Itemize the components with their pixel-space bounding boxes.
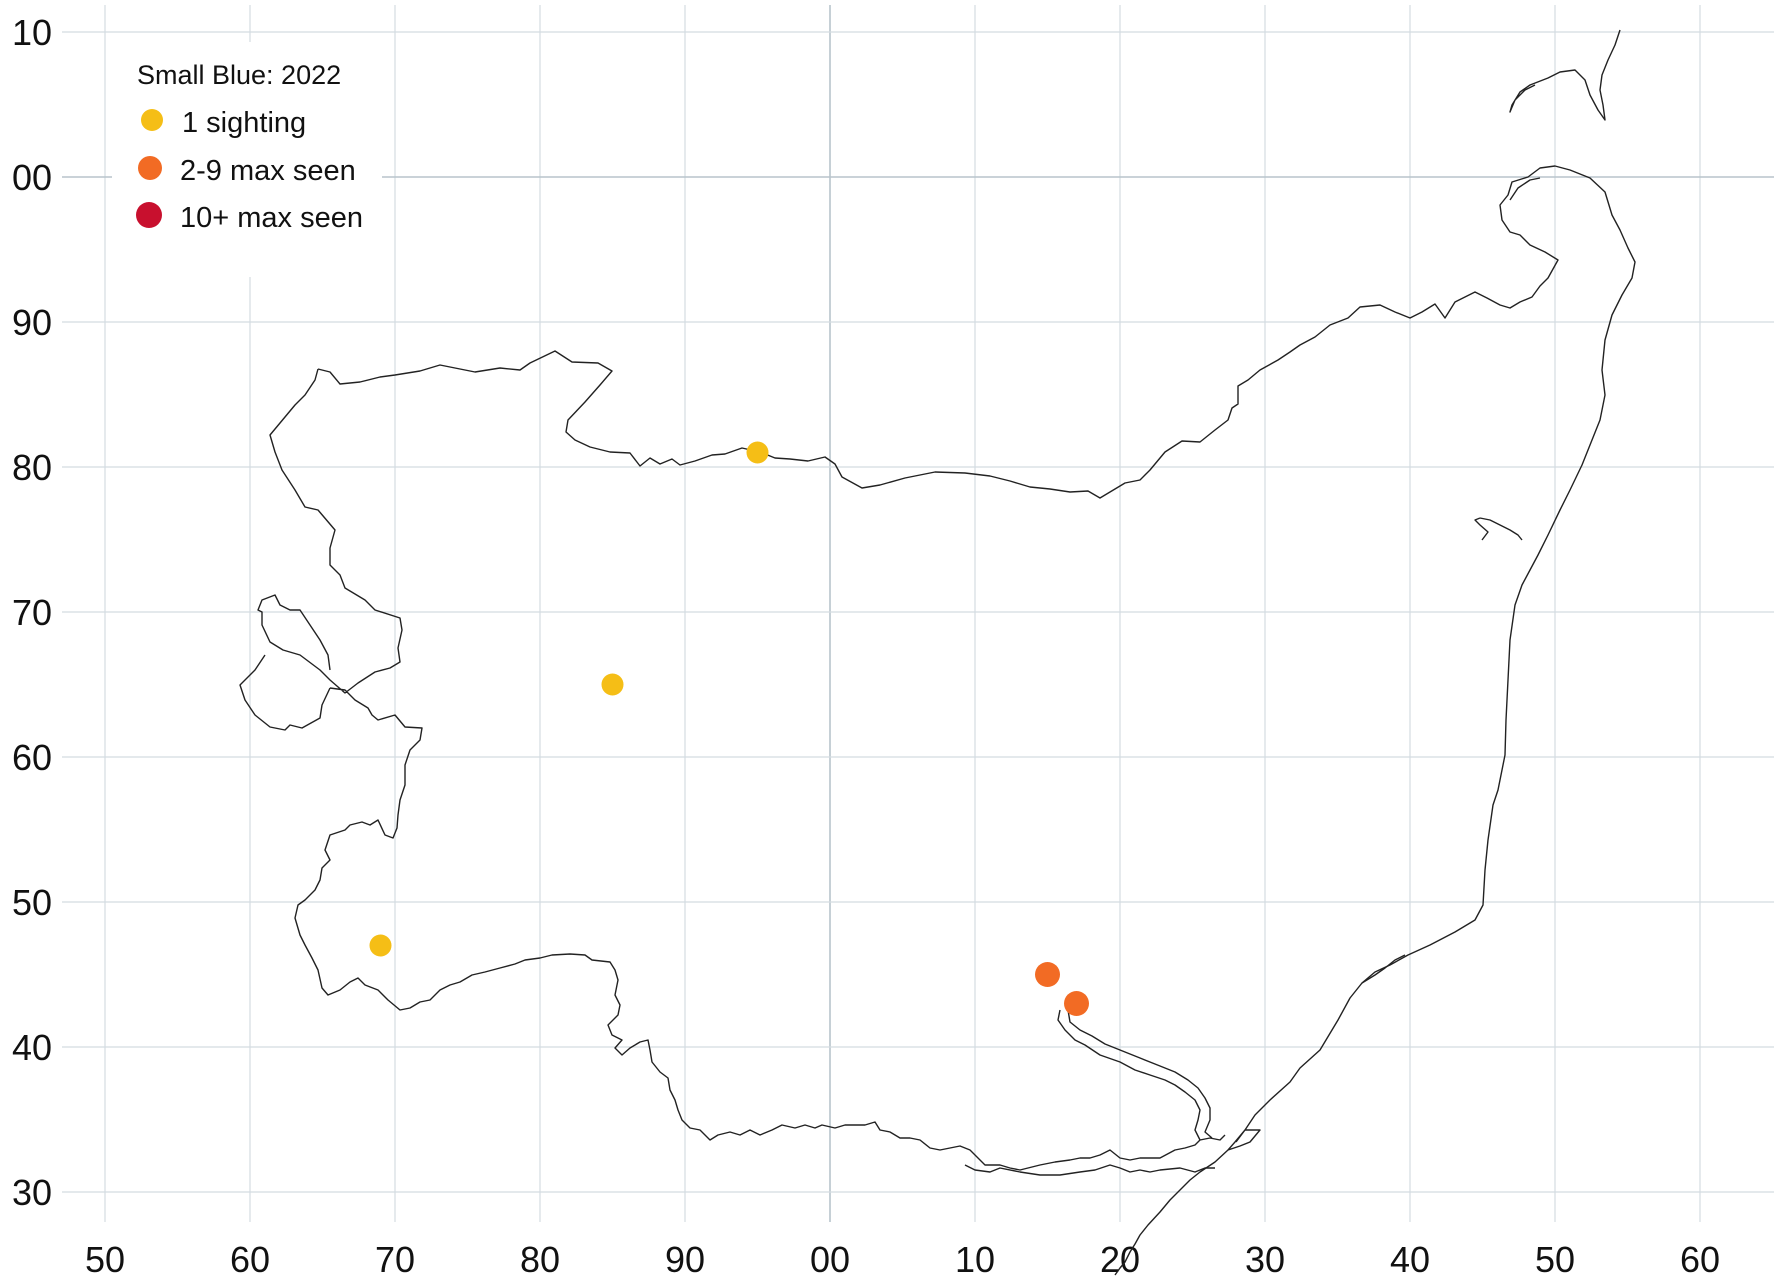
legend-marker-1-sighting: [141, 109, 163, 131]
county-boundary: [239, 29, 1636, 1276]
x-tick-label: 30: [1245, 1239, 1285, 1278]
legend-label-1-sighting: 1 sighting: [182, 107, 306, 139]
estuary-south-east: [1361, 954, 1406, 984]
x-tick-label: 60: [1680, 1239, 1720, 1278]
east-inlet: [1474, 517, 1523, 541]
y-tick-label: 10: [12, 12, 52, 53]
y-tick-label: 90: [12, 302, 52, 343]
legend: Small Blue: 2022 1 sighting 2-9 max seen…: [112, 42, 382, 277]
x-tick-label: 10: [955, 1239, 995, 1278]
sighting-point: [1035, 962, 1060, 987]
x-tick-label: 00: [810, 1239, 850, 1278]
y-tick-label: 40: [12, 1027, 52, 1068]
legend-label-2-9-max-seen: 2-9 max seen: [180, 155, 356, 187]
x-tick-label: 70: [375, 1239, 415, 1278]
y-tick-labels: 10 00 90 80 70 60 50 40 30: [12, 12, 52, 1213]
x-tick-label: 40: [1390, 1239, 1430, 1278]
north-coast-inlet: [1509, 29, 1621, 201]
y-tick-label: 80: [12, 447, 52, 488]
x-tick-label: 50: [85, 1239, 125, 1278]
sighting-point: [746, 441, 769, 464]
x-tick-label: 80: [520, 1239, 560, 1278]
legend-marker-10-plus-max-seen: [136, 202, 162, 228]
legend-marker-2-9-max-seen: [138, 156, 162, 180]
sighting-point: [1064, 991, 1089, 1016]
river-channel: [1057, 1009, 1213, 1141]
x-tick-label: 60: [230, 1239, 270, 1278]
boundary-outline: [317, 165, 1636, 1276]
boundary-south: [239, 368, 1226, 1171]
y-tick-label: 70: [12, 592, 52, 633]
sighting-point: [369, 934, 392, 957]
y-tick-label: 30: [12, 1172, 52, 1213]
x-tick-label: 50: [1535, 1239, 1575, 1278]
y-tick-label: 50: [12, 882, 52, 923]
sighting-points: [369, 441, 1089, 1016]
sighting-point: [601, 673, 624, 696]
grid-lines: [62, 5, 1774, 1222]
x-tick-label: 90: [665, 1239, 705, 1278]
estuary-inner: [964, 1164, 1215, 1176]
y-tick-label: 00: [12, 157, 52, 198]
y-tick-label: 60: [12, 737, 52, 778]
legend-label-10-plus-max-seen: 10+ max seen: [180, 202, 363, 234]
x-tick-labels: 50 60 70 80 90 00 10 20 30 40 50 60: [85, 1239, 1720, 1278]
legend-title: Small Blue: 2022: [137, 60, 341, 90]
